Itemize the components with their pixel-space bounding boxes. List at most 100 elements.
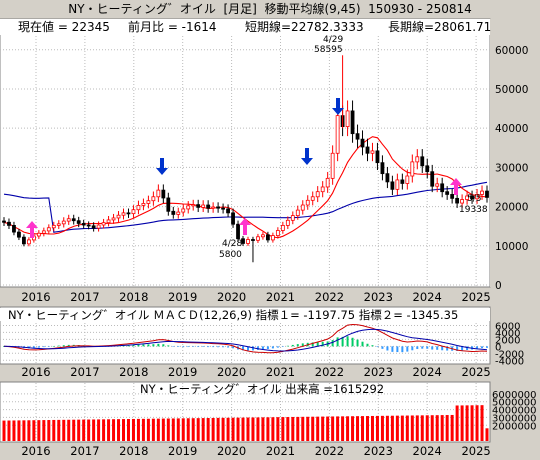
candle-body bbox=[7, 221, 11, 226]
macd-hist-bar bbox=[271, 346, 274, 349]
macd-y-tick-label: 4000 bbox=[495, 328, 520, 339]
macd-hist-bar bbox=[341, 336, 344, 347]
year-tick-label: 2023 bbox=[364, 365, 393, 379]
header-bg bbox=[0, 19, 490, 35]
candle-body bbox=[166, 197, 171, 212]
volume-bar bbox=[87, 419, 91, 441]
macd-signal-line bbox=[3, 328, 488, 352]
volume-bar bbox=[107, 419, 111, 441]
volume-bar bbox=[62, 419, 66, 441]
year-tick-label: 2021 bbox=[266, 444, 295, 458]
macd-hist-bar bbox=[242, 346, 245, 351]
candle-body bbox=[26, 239, 31, 245]
macd-hist-bar bbox=[416, 346, 419, 350]
macd-hist-bar bbox=[431, 346, 434, 350]
year-tick-label: 2025 bbox=[461, 365, 490, 379]
year-tick-label: 2023 bbox=[364, 444, 393, 458]
price-axis-area bbox=[490, 19, 540, 287]
macd-hist-bar bbox=[461, 346, 464, 351]
volume-bar bbox=[97, 419, 101, 441]
candle-body bbox=[290, 215, 295, 221]
volume-bar bbox=[440, 415, 444, 441]
macd-hist-bar bbox=[426, 346, 429, 349]
buy-signal-arrows bbox=[26, 178, 462, 238]
volume-bar bbox=[2, 420, 6, 441]
candle-body bbox=[455, 197, 460, 204]
candle-body bbox=[111, 217, 116, 221]
candle-body bbox=[36, 232, 41, 237]
volume-bar bbox=[7, 420, 11, 441]
macd-hist-bar bbox=[411, 346, 414, 351]
chart-title: NY・ヒーティング゛オイル [月足] 移動平均線(9,45) 150930 - … bbox=[0, 0, 540, 19]
macd-hist-bar bbox=[316, 342, 319, 347]
volume-bar bbox=[112, 419, 116, 441]
macd-title: NY・ヒーティング゛オイル ＭＡＣＤ(12,26,9) 指標１= -1197.7… bbox=[8, 308, 458, 322]
year-tick-label: 2021 bbox=[266, 290, 295, 304]
volume-bar bbox=[475, 405, 479, 441]
candle-body bbox=[141, 203, 146, 206]
macd-hist-bar bbox=[401, 346, 404, 353]
low-date-label: 4/28 bbox=[222, 239, 242, 249]
volume-title: NY・ヒーティング゛オイル 出来高 =1615292 bbox=[140, 382, 384, 396]
volume-bar bbox=[216, 417, 220, 441]
volume-bar bbox=[151, 418, 155, 441]
volume-bar bbox=[296, 416, 300, 441]
year-tick-label: 2022 bbox=[315, 365, 344, 379]
volume-bar bbox=[161, 418, 165, 441]
macd-hist-bar bbox=[132, 344, 135, 347]
volume-bar bbox=[271, 417, 275, 441]
volume-bar bbox=[435, 415, 439, 441]
price-y-tick-label: 40000 bbox=[495, 123, 528, 135]
candle-body bbox=[425, 165, 430, 173]
year-tick-label: 2024 bbox=[413, 444, 442, 458]
macd-hist-bar bbox=[386, 346, 389, 351]
candle-body bbox=[17, 231, 21, 238]
volume-bar bbox=[420, 415, 424, 441]
macd-hist-bar bbox=[331, 340, 334, 347]
candle-body bbox=[156, 189, 161, 198]
volume-y-tick-label: 6000000 bbox=[492, 390, 537, 401]
candle-body bbox=[146, 200, 151, 204]
candle-body bbox=[216, 206, 221, 209]
candle-body bbox=[315, 191, 320, 198]
candle-body bbox=[450, 194, 455, 199]
macd-y-tick-label: -4000 bbox=[495, 356, 524, 367]
volume-x-ticks: 2016 2017 2018 2019 2020 2021 2022 2023 2024 2025 bbox=[21, 444, 490, 458]
macd-hist-bar bbox=[441, 346, 444, 351]
volume-y-tick-label: 4000000 bbox=[492, 406, 537, 417]
macd-hist-bar bbox=[336, 337, 339, 347]
macd-hist-bar bbox=[421, 346, 424, 349]
price-y-tick-label: 60000 bbox=[495, 45, 528, 57]
macd-hist-bar bbox=[212, 346, 215, 348]
volume-bar bbox=[460, 405, 464, 441]
volume-bar bbox=[156, 418, 160, 441]
candle-body bbox=[256, 236, 260, 241]
volume-bar bbox=[126, 419, 130, 441]
year-tick-label: 2020 bbox=[217, 365, 246, 379]
candle-body bbox=[480, 190, 484, 195]
candle-body bbox=[360, 138, 365, 148]
candle-body bbox=[475, 194, 479, 200]
volume-bar bbox=[136, 418, 140, 441]
candle-body bbox=[161, 189, 166, 199]
macd-hist-bar bbox=[142, 344, 145, 347]
volume-bar bbox=[425, 415, 429, 441]
candle-body bbox=[61, 220, 66, 225]
candle-body bbox=[385, 173, 390, 183]
volume-bar bbox=[356, 416, 360, 441]
candle-body bbox=[181, 208, 186, 213]
price-y-tick-label: 30000 bbox=[495, 162, 528, 174]
volume-bar bbox=[191, 418, 195, 441]
volume-bar bbox=[370, 415, 374, 441]
candle-body bbox=[305, 199, 310, 206]
volume-bar bbox=[311, 416, 315, 441]
candle-body bbox=[121, 212, 126, 216]
candle-body bbox=[405, 175, 410, 184]
instrument-name: NY・ヒーティング゛オイル bbox=[68, 2, 216, 16]
candle-body bbox=[320, 186, 325, 193]
volume-bar bbox=[37, 420, 41, 441]
volume-bar bbox=[57, 419, 61, 441]
candle-body bbox=[96, 224, 101, 229]
macd-hist-bar bbox=[177, 346, 180, 347]
price-y-tick-label: 10000 bbox=[495, 241, 528, 253]
